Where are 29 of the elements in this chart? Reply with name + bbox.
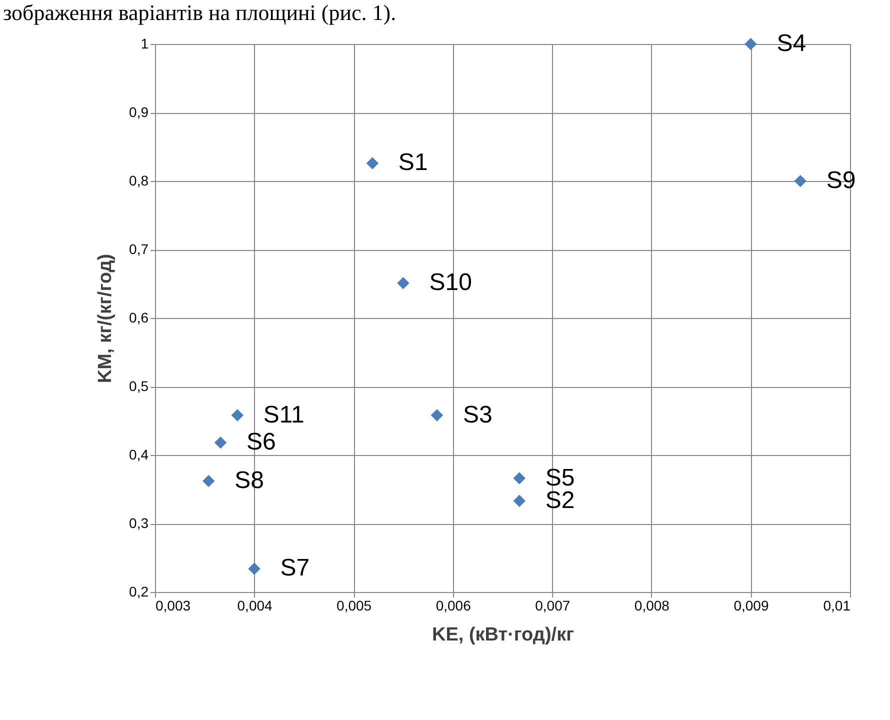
x-tick-label: 0,008 — [634, 598, 670, 614]
annotation: S9 — [826, 167, 856, 194]
y-tick-label: 0,8 — [129, 172, 149, 188]
x-tick-label: 0,003 — [156, 598, 191, 614]
x-tick-label: 0,01 — [823, 598, 851, 614]
annotation: S7 — [280, 554, 310, 582]
x-tick-label: 0,004 — [237, 598, 273, 614]
y-tick-label: 0,6 — [129, 310, 149, 326]
x-tick-label: 0,009 — [734, 598, 769, 614]
x-axis-title: KE, (кВт·год)/кг — [432, 624, 574, 646]
annotation: S11 — [263, 401, 304, 428]
y-tick-label: 0,9 — [129, 104, 149, 120]
x-tick-label: 0,007 — [535, 598, 570, 614]
annotation: S1 — [398, 149, 428, 176]
x-tick-label: 0,006 — [436, 598, 472, 614]
y-tick-label: 0,3 — [129, 515, 149, 531]
text: зображення варіантів на площині (рис. 1). — [3, 0, 396, 25]
y-tick-label: 0,2 — [129, 584, 149, 600]
y-tick-label: 0,4 — [129, 446, 149, 462]
annotation: S3 — [462, 401, 492, 428]
annotation: S4 — [776, 30, 806, 57]
y-tick-label: 0,5 — [129, 378, 149, 394]
x-tick-label: 0,005 — [336, 598, 372, 614]
annotation: S8 — [234, 467, 264, 494]
y-tick-label: 0,7 — [129, 241, 149, 257]
annotation: S10 — [429, 269, 472, 296]
y-axis-title: KM, кг/(кг/год) — [95, 254, 116, 384]
annotation: S6 — [246, 428, 276, 456]
y-tick-label: 1 — [140, 36, 149, 52]
